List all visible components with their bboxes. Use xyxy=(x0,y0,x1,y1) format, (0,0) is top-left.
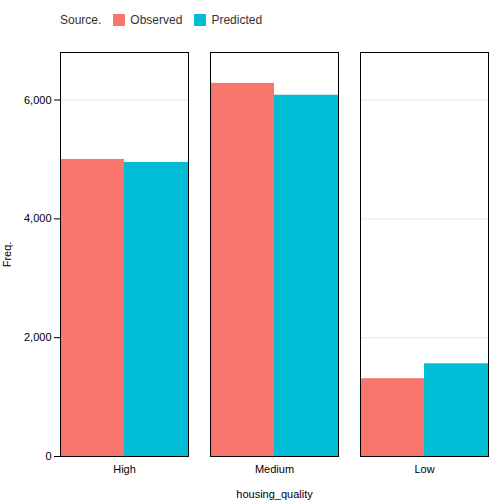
html-text:Predicted: Predicted xyxy=(211,13,263,27)
html-text:Source.: Source. xyxy=(60,13,102,27)
svg-text:6,000: 6,000 xyxy=(24,94,52,106)
svg-text:High: High xyxy=(113,463,136,475)
svg-text:housing_quality: housing_quality xyxy=(236,488,313,500)
svg-text:2,000: 2,000 xyxy=(24,331,52,343)
svg-text:4,000: 4,000 xyxy=(24,212,52,224)
svg-text:Freq.: Freq. xyxy=(1,242,13,268)
html-text:Observed: Observed xyxy=(130,13,183,27)
svg-text:Low: Low xyxy=(414,463,434,475)
svg-text:0: 0 xyxy=(45,450,51,462)
svg-text:Medium: Medium xyxy=(255,463,294,475)
